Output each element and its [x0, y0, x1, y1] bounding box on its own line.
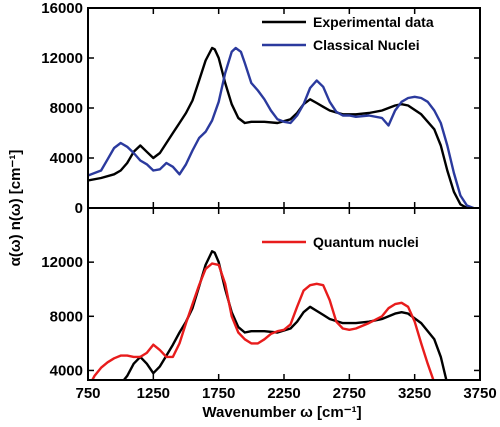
x-axis-title: Wavenumber ω [cm⁻¹]	[202, 404, 361, 421]
bottom-panel: 4000 8000 12000 750 1250 1750 2250 2750 3250 3750…	[41, 207, 497, 402]
x-tick-label: 3250	[398, 385, 431, 402]
y-tick-label: 4000	[50, 362, 83, 379]
series-line-experimental-data	[88, 46, 469, 208]
plot-frame	[87, 7, 481, 209]
x-tick-label: 2250	[267, 385, 300, 402]
y-axis-title: α(ω) n(ω) [cm⁻¹]	[7, 150, 24, 267]
y-tick-label: 12000	[41, 254, 83, 271]
x-tick-label: 1750	[202, 385, 235, 402]
x-tick-label: 2750	[333, 385, 366, 402]
legend-label: Experimental data	[313, 14, 434, 30]
series-line-classical-nuclei	[88, 46, 475, 208]
series-line-experimental-data	[122, 250, 448, 380]
x-tick-label: 750	[75, 385, 100, 402]
x-tick-label: 1250	[137, 385, 170, 402]
x-tick-label: 3750	[463, 385, 496, 402]
y-tick-label: 16000	[41, 0, 83, 17]
y-tick-label: 0	[75, 200, 83, 217]
y-tick-label: 4000	[50, 150, 83, 167]
y-tick-label: 8000	[50, 308, 83, 325]
legend-label: Classical Nuclei	[313, 37, 420, 53]
series-line-quantum-nuclei	[90, 262, 435, 380]
y-tick-label: 12000	[41, 50, 83, 67]
top-panel: 0 4000 8000 12000 16000 Experimental data Clas…	[41, 0, 481, 217]
y-tick-label: 8000	[50, 100, 83, 117]
legend-label: Quantum nuclei	[313, 234, 419, 250]
